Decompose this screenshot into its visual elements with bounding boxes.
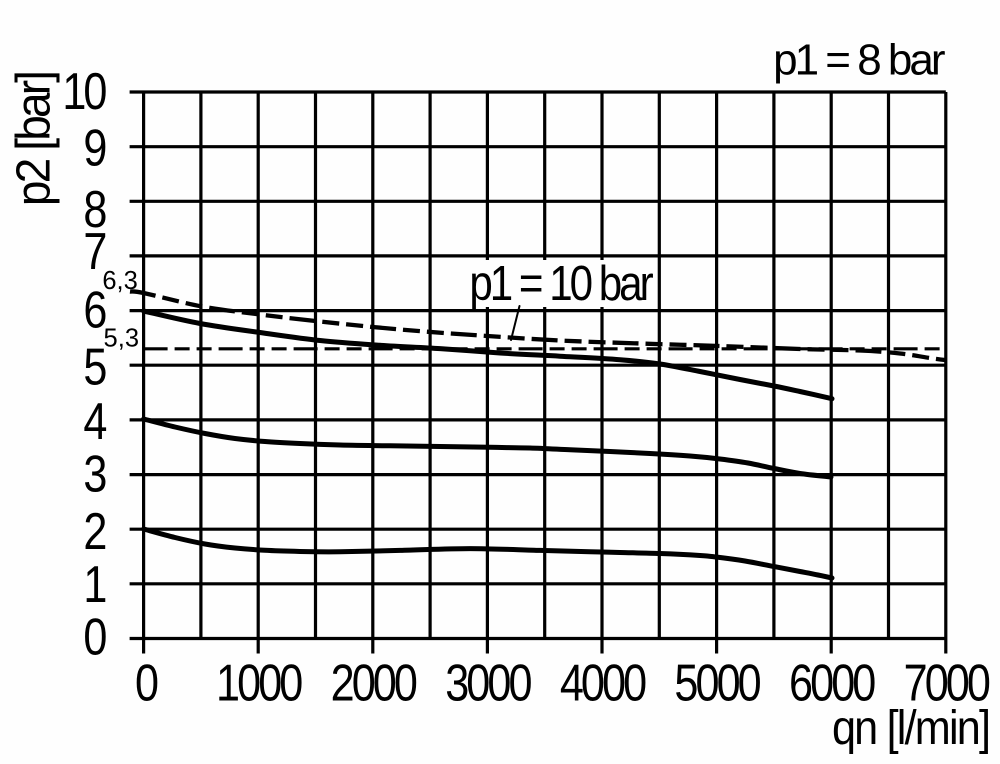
- svg-text:4000: 4000: [560, 655, 646, 713]
- svg-text:5000: 5000: [674, 655, 760, 713]
- svg-text:6,3: 6,3: [102, 267, 137, 295]
- svg-text:6000: 6000: [789, 655, 875, 713]
- svg-text:4: 4: [83, 393, 106, 451]
- svg-text:9: 9: [83, 120, 106, 178]
- svg-text:2000: 2000: [331, 655, 417, 713]
- svg-text:7000: 7000: [904, 655, 990, 713]
- svg-text:p1 = 8 bar: p1 = 8 bar: [773, 36, 945, 85]
- svg-text:1: 1: [83, 556, 106, 614]
- svg-text:1000: 1000: [216, 655, 302, 713]
- svg-text:3: 3: [83, 446, 106, 504]
- svg-text:10: 10: [62, 63, 106, 121]
- svg-text:5,3: 5,3: [104, 324, 139, 352]
- svg-text:p1 = 10 bar: p1 = 10 bar: [469, 256, 653, 311]
- svg-text:2: 2: [83, 503, 106, 561]
- svg-text:qn [l/min]: qn [l/min]: [832, 701, 989, 755]
- svg-text:p2 [bar]: p2 [bar]: [6, 73, 60, 206]
- svg-text:0: 0: [83, 609, 106, 667]
- svg-text:3000: 3000: [445, 655, 531, 713]
- svg-text:0: 0: [135, 655, 158, 713]
